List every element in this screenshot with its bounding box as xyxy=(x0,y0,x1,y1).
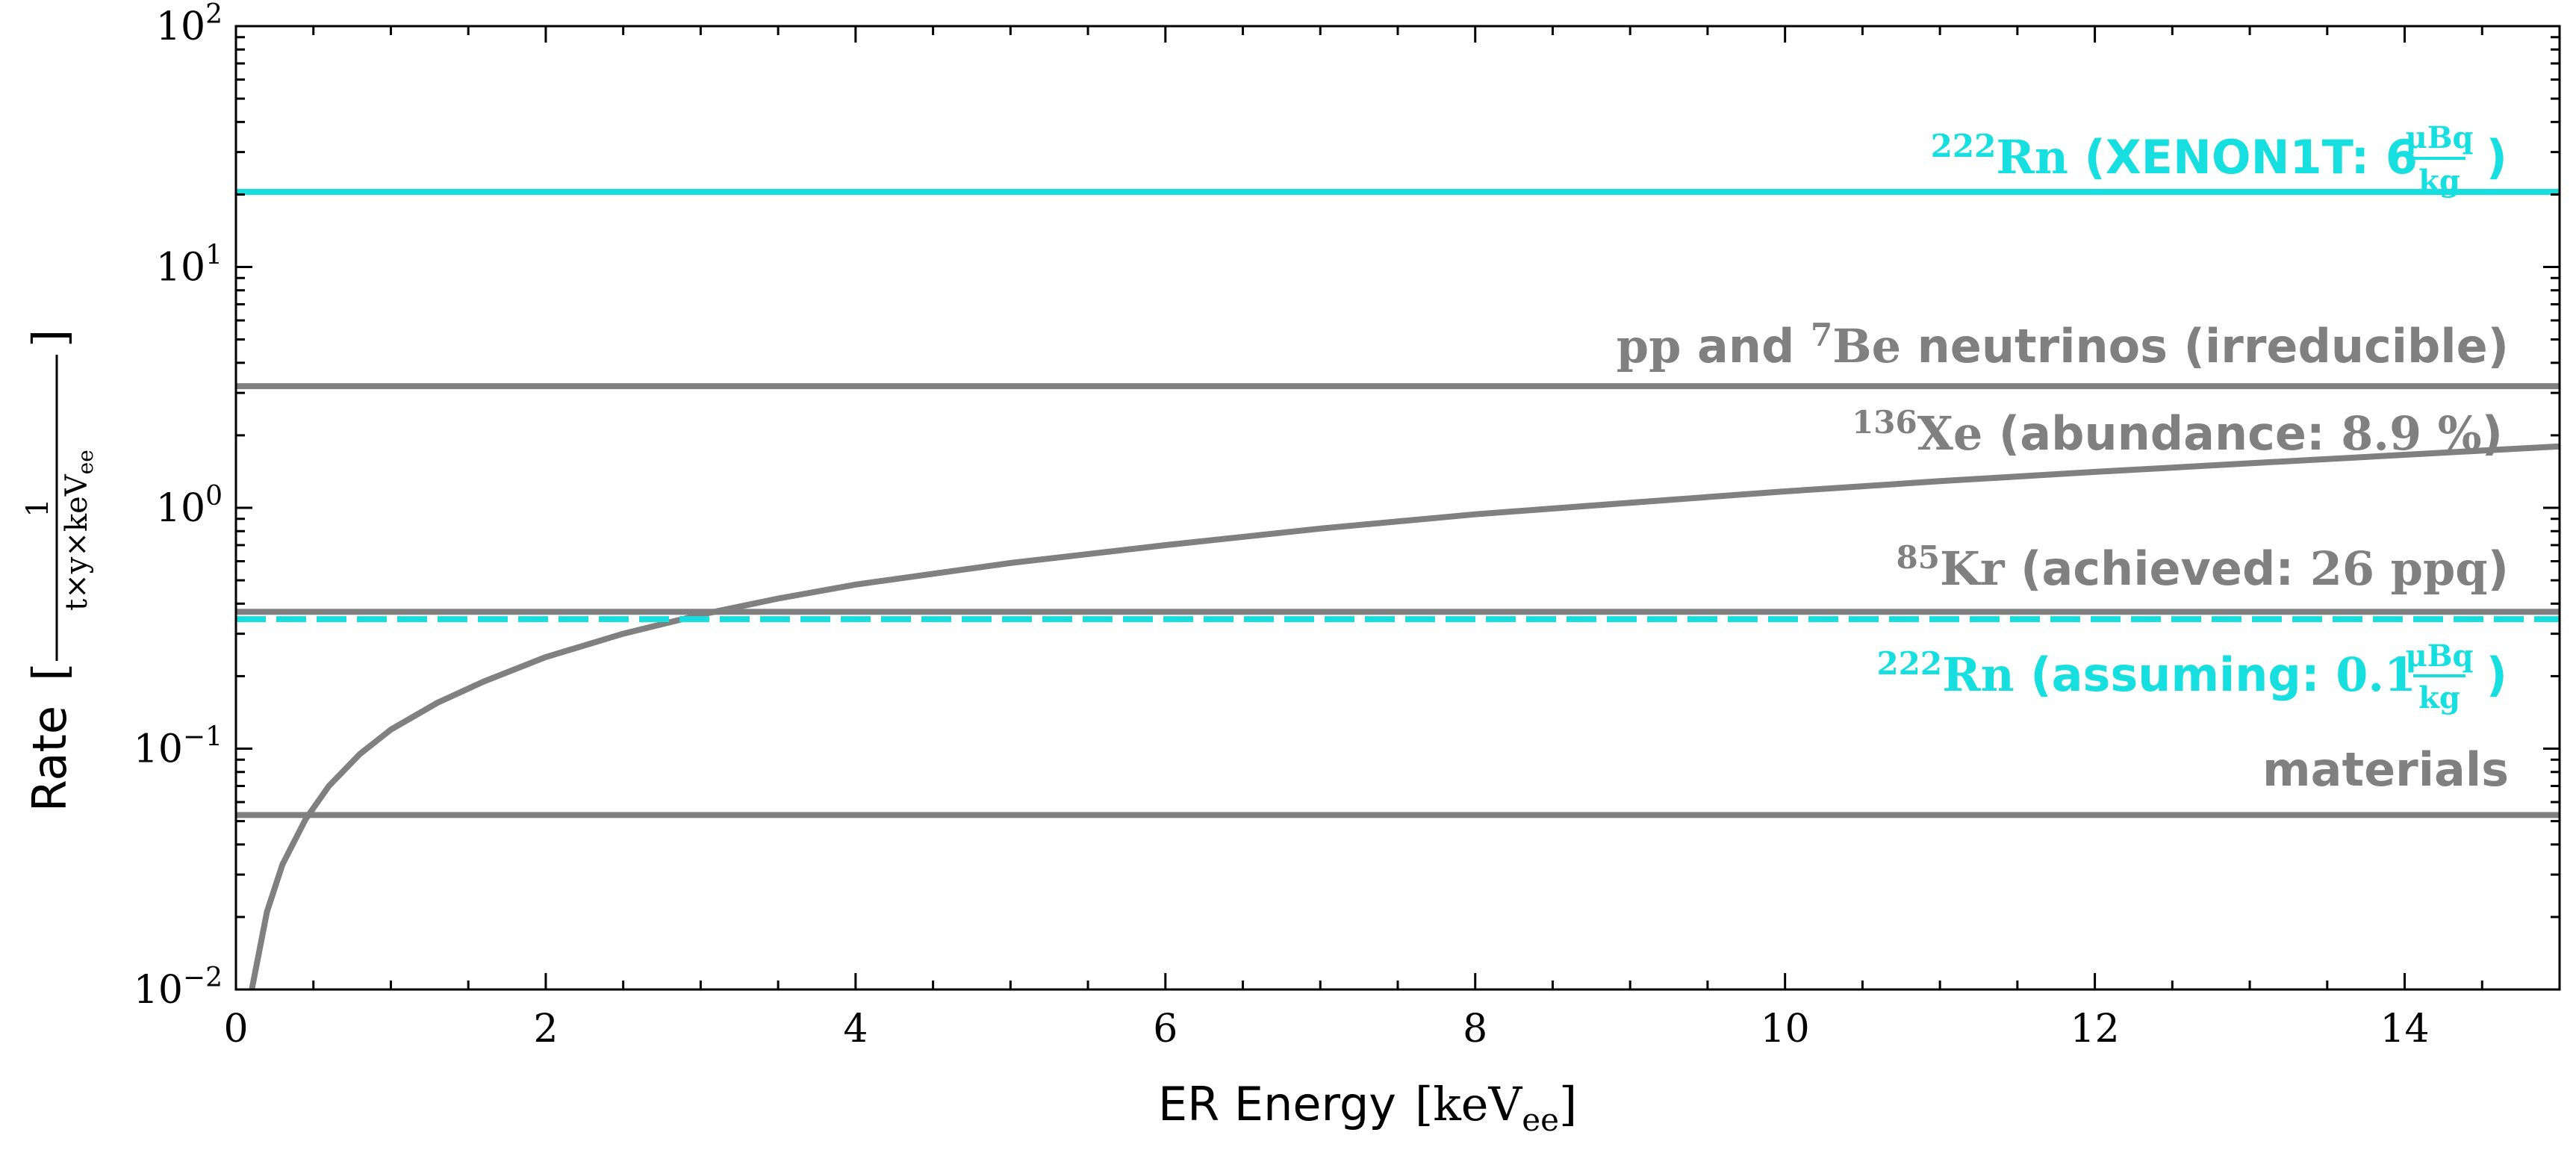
svg-text:μBq: μBq xyxy=(2405,638,2473,674)
y-tick-label: 101 xyxy=(156,240,223,290)
x-tick-label: 2 xyxy=(533,1007,558,1051)
x-tick-label: 10 xyxy=(1761,1007,1810,1051)
x-tick-label: 8 xyxy=(1463,1007,1487,1051)
label-materials: materials xyxy=(2262,742,2509,797)
frac-rn-xenon1t: μBq kg xyxy=(2405,120,2473,199)
svg-text:1: 1 xyxy=(21,498,55,517)
svg-text:μBq: μBq xyxy=(2405,120,2473,155)
svg-text:ER Energy: ER Energy xyxy=(1158,1077,1396,1131)
svg-text:kg: kg xyxy=(2418,680,2460,715)
svg-text:]: ] xyxy=(22,329,77,347)
x-tick-label: 4 xyxy=(843,1007,868,1051)
svg-text:[: [ xyxy=(22,663,77,681)
x-tick-label: 6 xyxy=(1153,1007,1177,1051)
series-line-2 xyxy=(249,443,2560,989)
svg-text:[keVee]: [keVee] xyxy=(1415,1077,1577,1138)
y-tick-label: 10−2 xyxy=(134,963,223,1013)
x-tick-label: 0 xyxy=(223,1007,248,1051)
y-axis-title: Rate [ 1 t×y×keVee ] xyxy=(21,329,98,812)
label-pp-be7: pp and 7Be neutrinos (irreducible) xyxy=(1617,317,2509,373)
svg-text:Rate: Rate xyxy=(22,706,77,812)
label-kr85: 85Kr (achieved: 26 ppq) xyxy=(1897,539,2509,596)
x-tick-label: 12 xyxy=(2071,1007,2120,1051)
x-axis-title: ER Energy [keVee] xyxy=(1158,1077,1577,1138)
y-tick-label: 10−1 xyxy=(134,722,223,772)
label-xe136: 136Xe (abundance: 8.9 %) xyxy=(1852,404,2503,461)
x-tick-label: 14 xyxy=(2380,1007,2429,1051)
label-rn-assuming: 222Rn (assuming: 0.1 ) xyxy=(1876,645,2507,702)
svg-text:kg: kg xyxy=(2418,164,2460,199)
label-rn-xenon1t: 222Rn (XENON1T: 6 ) xyxy=(1931,128,2507,184)
svg-text:t×y×keVee: t×y×keVee xyxy=(60,450,98,611)
y-tick-label: 100 xyxy=(156,481,223,531)
y-tick-label: 102 xyxy=(156,0,223,49)
frac-rn-assuming: μBq kg xyxy=(2405,638,2473,715)
